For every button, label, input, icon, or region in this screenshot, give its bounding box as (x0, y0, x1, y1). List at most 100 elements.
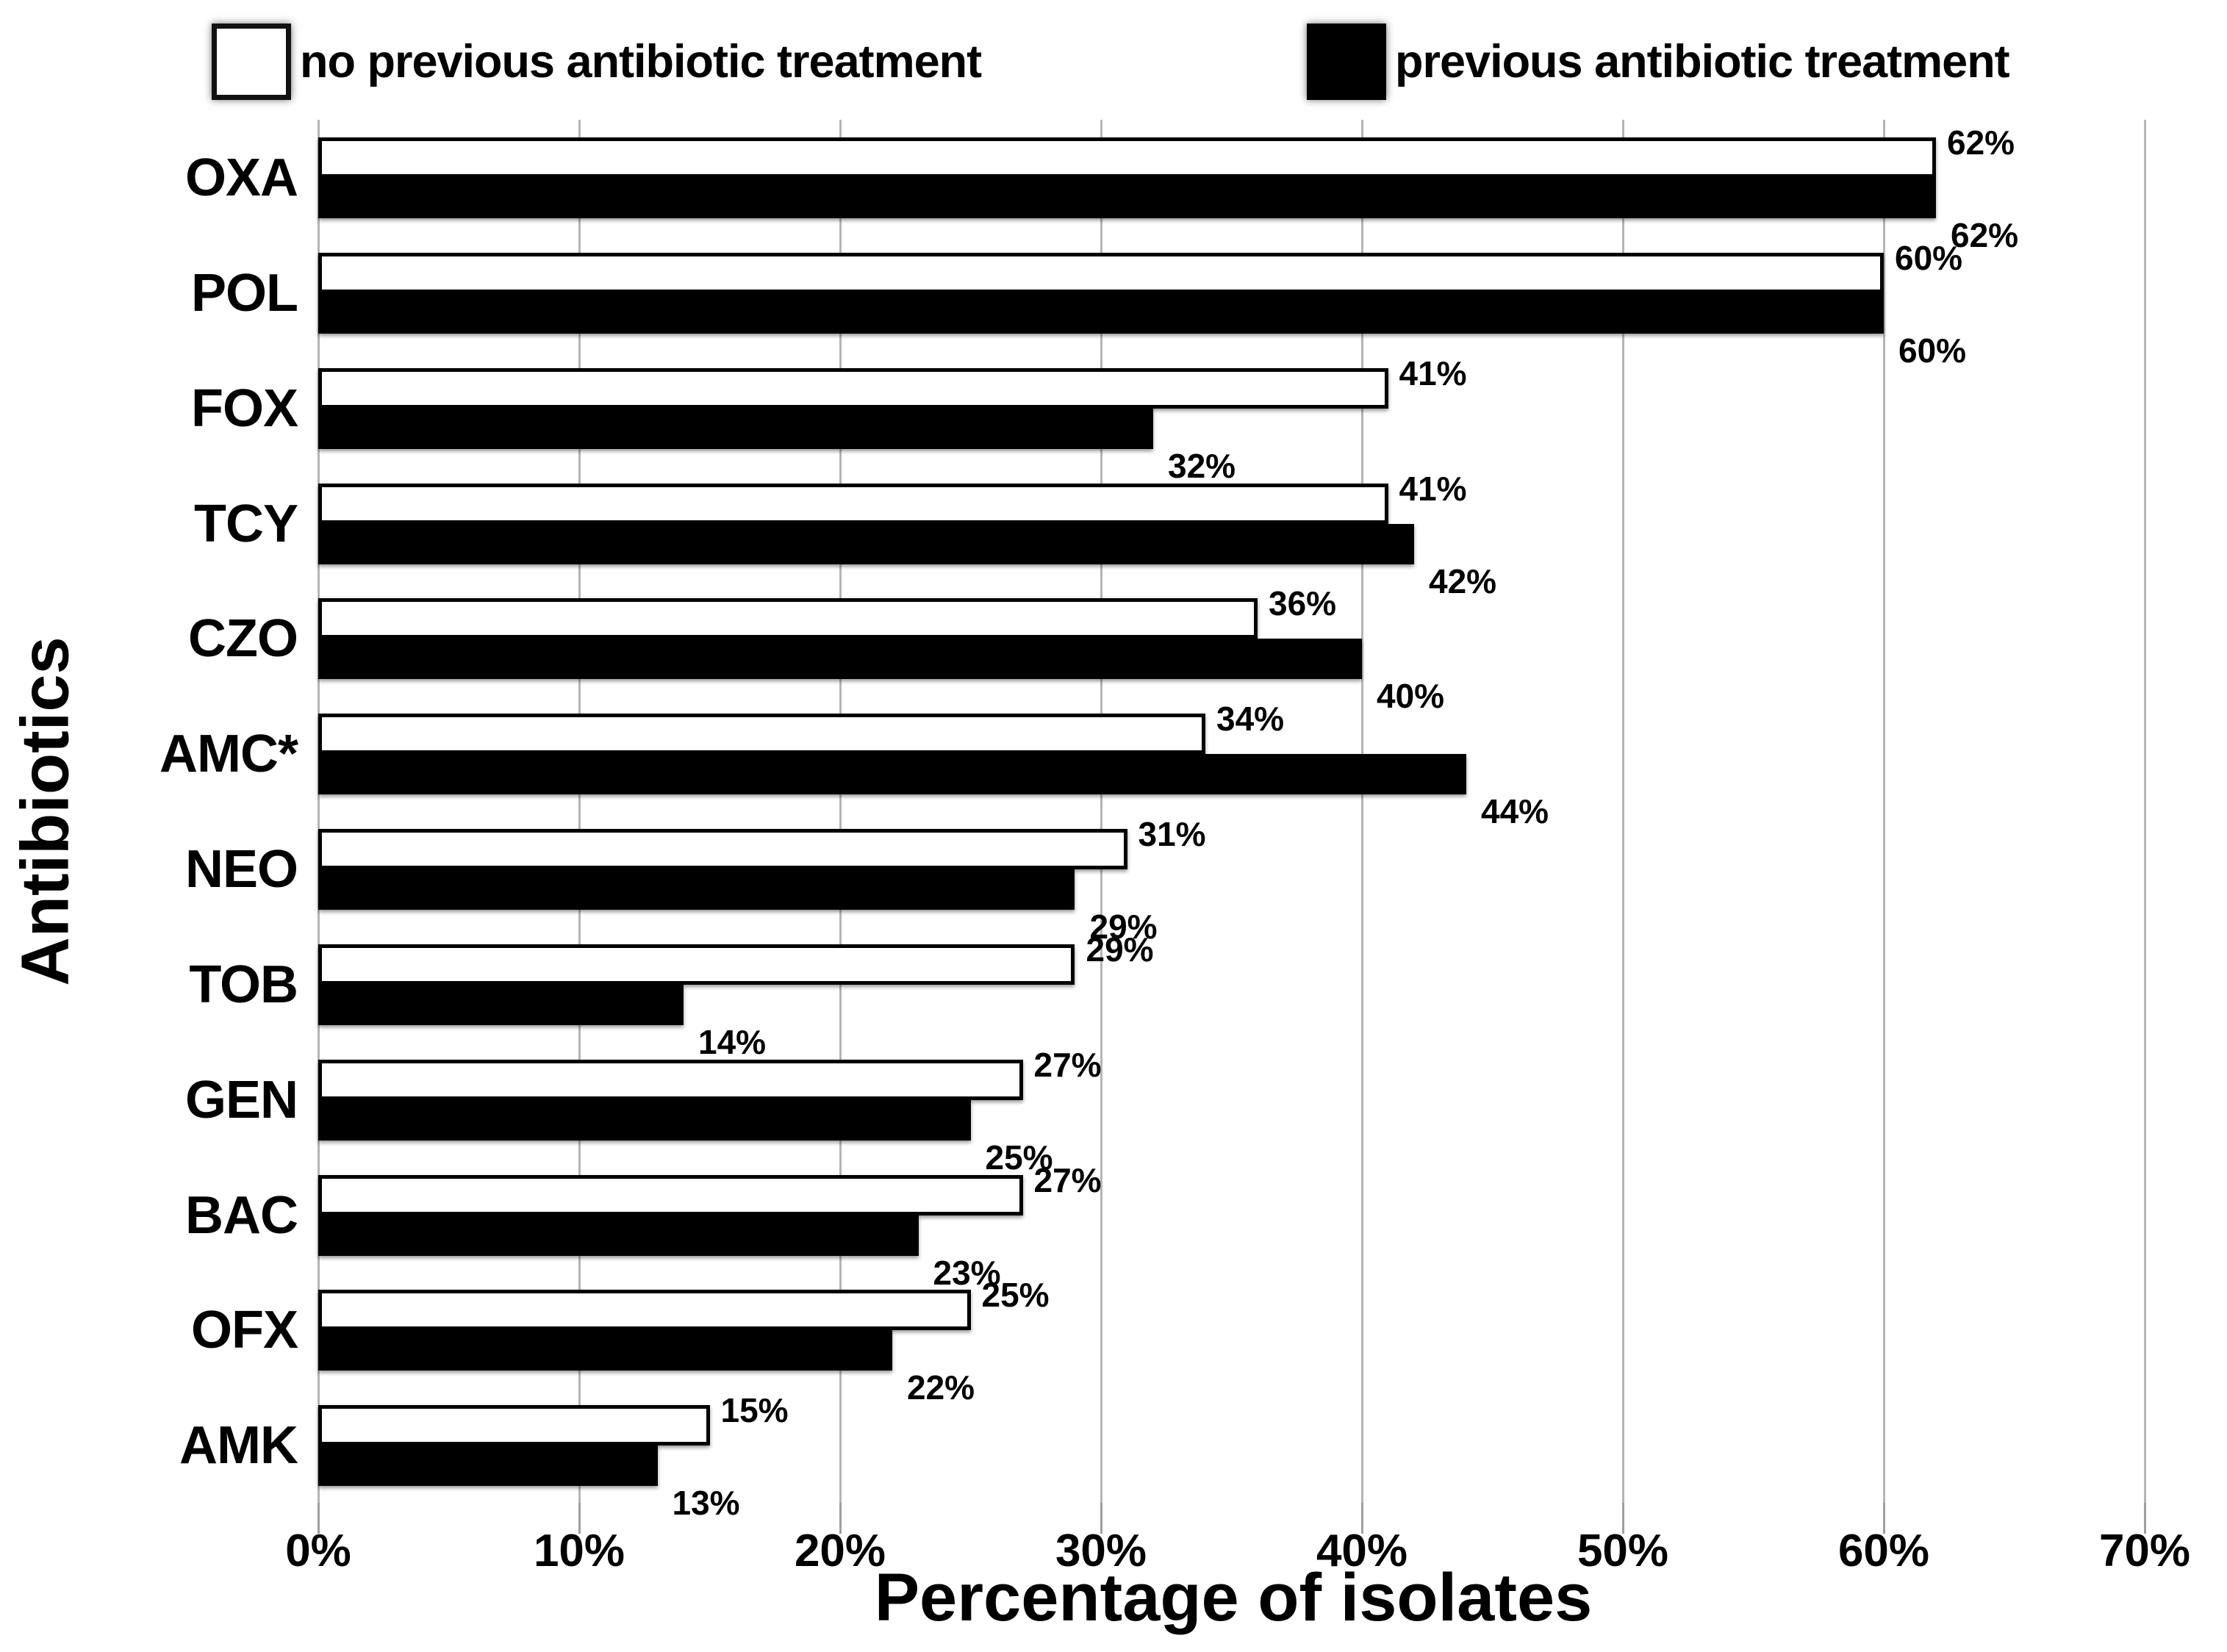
value-label: 41% (1399, 353, 1467, 392)
x-axis-tick-label: 30% (1055, 1526, 1147, 1576)
bar-group-bac: BAC 27% 23% (185, 1157, 2145, 1292)
value-label: 27% (1033, 1160, 1102, 1199)
category-label: AMK (179, 1416, 298, 1476)
value-label: 29% (1089, 908, 1158, 946)
bar-group-amk: AMK 15% 13% (179, 1387, 2145, 1522)
bar-group-czo: CZO 36% 40% (188, 581, 2145, 715)
bar-black: 60% (318, 292, 1966, 370)
bar-white: 34% (318, 700, 1284, 755)
plot-area: 0% 10% 20% 30% 40% 50% 60% 70% OXA 62% 62% POL 60% 60… (159, 120, 2190, 1576)
value-label: 23% (933, 1253, 1001, 1292)
bar-black: 25% (318, 1099, 1053, 1177)
x-axis-tick-label: 50% (1577, 1526, 1669, 1576)
bar-white: 36% (318, 584, 1336, 639)
bar-group-oxa: OXA 62% 62% (185, 120, 2145, 254)
gridline (839, 120, 842, 1503)
x-axis-tick (1883, 1503, 1885, 1534)
bar-black: 40% (318, 639, 1444, 715)
x-axis-title: Percentage of isolates (874, 1560, 1593, 1635)
x-axis-tick-label: 60% (1837, 1526, 1930, 1576)
gridline (1622, 120, 1624, 1503)
bar-group-amc: AMC* 34% 44% (159, 696, 2145, 830)
gridline (578, 120, 581, 1503)
x-axis-tick (318, 1503, 320, 1534)
value-label: 27% (1033, 1045, 1102, 1084)
gridline (318, 120, 320, 1503)
bar-group-ofx: OFX 25% 22% (191, 1272, 2145, 1407)
bar-black: 14% (318, 984, 766, 1061)
x-axis-tick (1361, 1503, 1363, 1534)
gridline (1883, 120, 1885, 1503)
x-axis-tick-label: 20% (794, 1526, 886, 1576)
category-label: NEO (184, 840, 298, 899)
gridline (2144, 120, 2146, 1503)
x-axis-tick (578, 1503, 581, 1534)
bar-group-fox: FOX 41% 32% (191, 351, 2145, 485)
x-axis-tick-label: 40% (1316, 1526, 1408, 1576)
value-label: 32% (1168, 446, 1236, 485)
bar-black: 32% (318, 408, 1236, 485)
bar-black: 23% (318, 1215, 1001, 1292)
value-label: 29% (1086, 930, 1154, 969)
category-label: TCY (194, 494, 298, 553)
bar-group-pol: POL 60% 60% (191, 235, 2145, 370)
legend-label: previous antibiotic treatment (1395, 36, 2010, 87)
bar-black: 44% (318, 754, 1549, 830)
category-label: CZO (188, 609, 298, 669)
value-label: 62% (1951, 216, 2019, 254)
legend-item-previous-treatment: previous antibiotic treatment (1307, 22, 2010, 101)
bar-group-tob: TOB 29% 14% (189, 927, 2145, 1061)
bar-white: 41% (318, 470, 1467, 524)
x-axis-tick-label: 0% (285, 1526, 351, 1576)
category-label: AMC* (159, 725, 298, 784)
legend-item-no-previous-treatment: no previous antibiotic treatment (212, 22, 982, 101)
bar-group-gen: GEN 27% 25% (185, 1042, 2145, 1177)
legend-label: no previous antibiotic treatment (300, 36, 982, 87)
x-axis-tick (839, 1503, 842, 1534)
x-axis-tick-label: 70% (2098, 1526, 2191, 1576)
value-label: 25% (981, 1276, 1050, 1315)
value-label: 22% (907, 1368, 975, 1407)
bar-white: 62% (318, 123, 2015, 178)
bar-white: 27% (318, 1161, 1102, 1215)
legend-swatch-black (1307, 24, 1386, 100)
category-label: GEN (184, 1070, 298, 1130)
value-label: 62% (1947, 123, 2015, 162)
x-axis-tick (2144, 1503, 2146, 1534)
value-label: 40% (1377, 677, 1445, 716)
gridline (1361, 120, 1363, 1503)
bar-black: 42% (318, 523, 1496, 600)
bar-black: 62% (318, 178, 2018, 254)
category-label: FOX (190, 378, 298, 438)
x-axis-tick-label: 10% (533, 1526, 625, 1576)
category-label: TOB (189, 955, 298, 1014)
category-label: OFX (190, 1301, 298, 1360)
value-label: 44% (1481, 792, 1549, 831)
y-axis-title: Antibiotics (7, 636, 83, 986)
category-label: BAC (185, 1185, 298, 1245)
bar-group-tcy: TCY 41% 42% (194, 466, 2145, 600)
bar-white: 27% (318, 1046, 1102, 1100)
bar-black: 13% (318, 1446, 740, 1522)
bar-white: 31% (318, 815, 1206, 869)
value-label: 13% (672, 1484, 740, 1523)
bar-white: 29% (318, 930, 1154, 985)
bar-white: 25% (318, 1276, 1050, 1331)
bar-black: 29% (318, 869, 1158, 946)
bar-white: 15% (318, 1391, 789, 1446)
bar-black: 22% (318, 1330, 975, 1407)
legend-swatch-white (212, 24, 291, 100)
value-label: 60% (1898, 331, 1967, 370)
value-label: 42% (1429, 561, 1497, 600)
value-label: 36% (1268, 584, 1337, 623)
value-label: 25% (985, 1138, 1053, 1177)
value-label: 60% (1895, 238, 1963, 277)
bar-group-neo: NEO 31% 29% (185, 811, 2145, 946)
category-label: POL (190, 263, 298, 323)
value-label: 31% (1138, 815, 1206, 853)
value-label: 14% (698, 1022, 767, 1061)
category-label: OXA (184, 148, 298, 207)
bar-white: 60% (318, 239, 1962, 293)
x-axis-tick (1622, 1503, 1624, 1534)
value-label: 41% (1399, 469, 1467, 508)
